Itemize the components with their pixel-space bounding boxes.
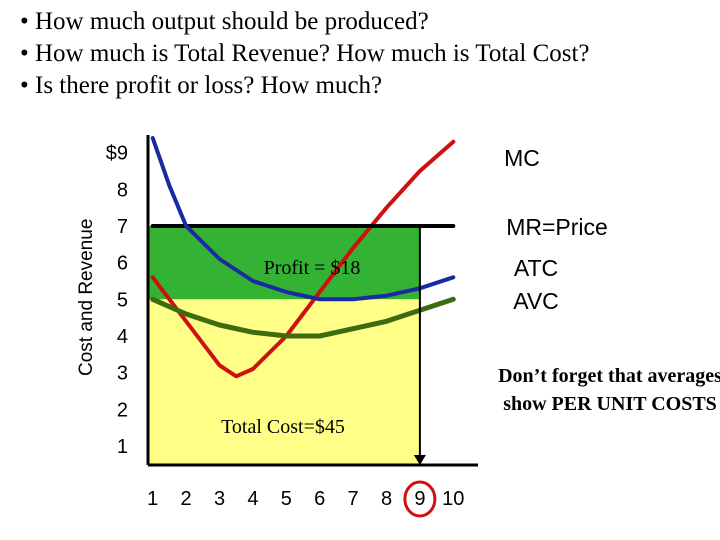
y-tick-label: 2 [117, 399, 128, 421]
atc-curve [150, 136, 456, 302]
total-cost-45-region [148, 299, 420, 465]
x-tick-label: 7 [348, 488, 359, 510]
profit-18-label: Profit = $18 [264, 257, 361, 279]
x-tick-label: 3 [214, 488, 225, 510]
x-tick-label: 5 [281, 488, 292, 510]
y-tick-label: 4 [117, 326, 128, 348]
x-tick-label: 4 [247, 488, 258, 510]
avc-label: AVC [513, 288, 559, 314]
x-tick-label: 1 [147, 488, 158, 510]
question-output: • How much output should be produced? [20, 8, 429, 35]
y-tick-label: 8 [117, 179, 128, 201]
avc-curve [150, 296, 456, 339]
y-tick-label: 5 [117, 289, 128, 311]
question-revenue-cost: • How much is Total Revenue? How much is… [20, 40, 590, 67]
y-tick-label: 7 [117, 216, 128, 238]
question-list: • How much output should be produced? • … [20, 6, 590, 102]
quantity-highlight-circle [403, 480, 437, 518]
mc-label: MC [504, 145, 540, 171]
y-tick-label: 3 [117, 363, 128, 385]
total-cost-45-label: Total Cost=$45 [221, 416, 345, 438]
mr-price-label: MR=Price [506, 214, 608, 240]
y-tick-label: 6 [117, 253, 128, 275]
y-tick-label: 1 [117, 436, 128, 458]
x-tick-label: 8 [381, 488, 392, 510]
quantity-guide-arrowhead [413, 455, 426, 465]
y-tick-label: $9 [106, 143, 128, 165]
x-tick-label: 6 [314, 488, 325, 510]
x-tick-label: 2 [181, 488, 192, 510]
question-profit-loss: • Is there profit or loss? How much? [20, 72, 383, 99]
per-unit-note: Don’t forget that averages show PER UNIT… [498, 365, 720, 415]
x-tick-label: 9 [414, 488, 425, 510]
x-tick-label: 10 [442, 488, 464, 510]
profit-18-region [148, 226, 420, 300]
atc-label: ATC [514, 255, 558, 281]
